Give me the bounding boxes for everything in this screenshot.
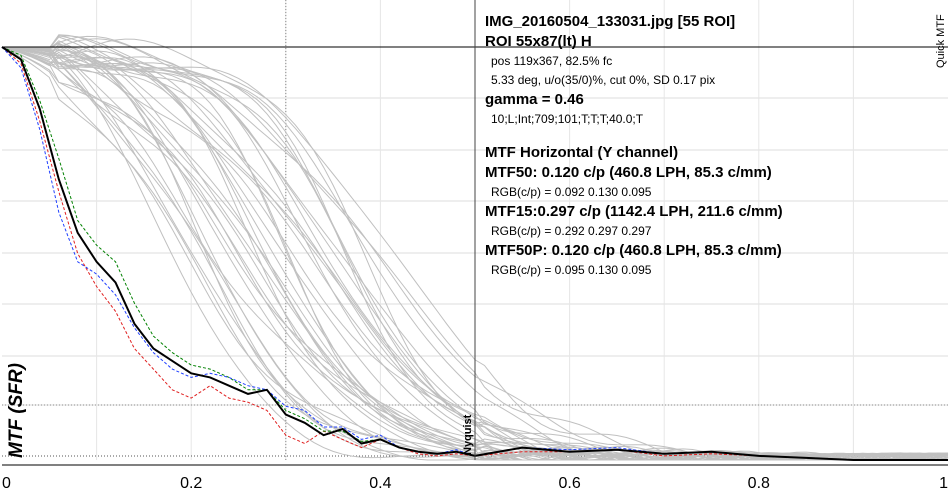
x-tick-label: 0.8 [748,475,770,492]
nyquist-label: Nyquist [462,414,474,455]
series-line [1,46,948,461]
deg-text: 5.33 deg, u/o(35/0)%, cut 0%, SD 0.17 pi… [491,73,716,87]
roi-label: ROI 55x87(lt) H [485,33,592,50]
params-text: 10;L;Int;709;101;T;T;T;40.0;T [491,112,644,126]
info-panel: IMG_20160504_133031.jpg [55 ROI] ROI 55x… [485,12,905,280]
mtf50p-text: MTF50P: 0.120 c/p (460.8 LPH, 85.3 c/mm) [485,242,782,259]
pos-text: pos 119x367, 82.5% fc [491,54,613,68]
mtf50p-rgb: RGB(c/p) = 0.095 0.130 0.095 [491,263,652,277]
x-tick-label: 0.4 [369,475,391,492]
mtf50-rgb: RGB(c/p) = 0.092 0.130 0.095 [491,185,652,199]
x-tick-label: 1 [939,475,948,492]
x-ticks: 0 0.2 0.4 0.6 0.8 1 [2,475,948,492]
series-line [1,46,948,461]
mtf-title: MTF Horizontal (Y channel) [485,144,679,161]
x-tick-label: 0.2 [180,475,202,492]
series-line [1,46,948,461]
quick-mtf-label: Quick MTF [935,14,947,68]
x-tick-label: 0 [2,475,11,492]
gamma-text: gamma = 0.46 [485,91,584,108]
channel-curves [1,46,948,461]
mtf50-text: MTF50: 0.120 c/p (460.8 LPH, 85.3 c/mm) [485,164,772,181]
mtf15-rgb: RGB(c/p) = 0.292 0.297 0.297 [491,224,652,238]
x-tick-label: 0.6 [558,475,580,492]
y-axis-label: MTF (SFR) [6,363,27,458]
mtf15-text: MTF15:0.297 c/p (1142.4 LPH, 211.6 c/mm) [485,203,783,220]
image-title: IMG_20160504_133031.jpg [55 ROI] [485,13,736,30]
